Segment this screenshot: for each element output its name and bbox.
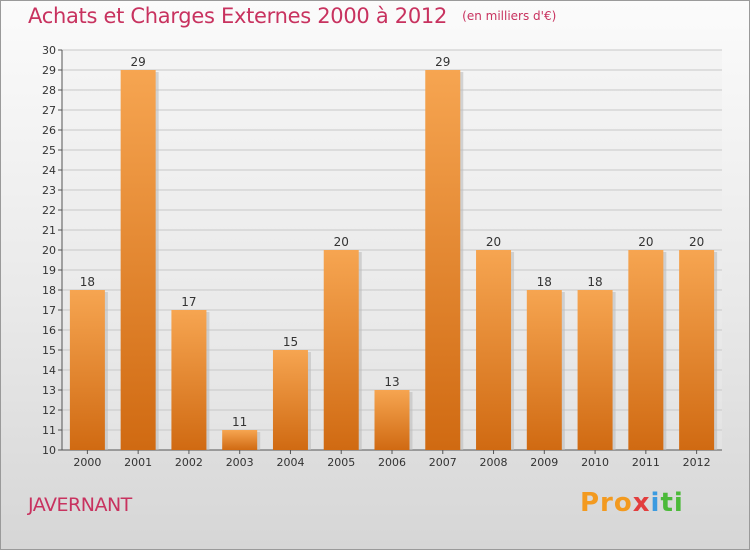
y-tick-label: 24 — [42, 164, 56, 177]
data-label-2002: 17 — [181, 295, 196, 309]
bar-2001 — [120, 70, 156, 450]
x-tick-label: 2001 — [124, 456, 152, 469]
x-tick-label: 2008 — [480, 456, 508, 469]
bar-2012 — [679, 250, 715, 450]
y-tick-label: 30 — [42, 44, 56, 57]
bar-2008 — [476, 250, 512, 450]
y-tick-label: 10 — [42, 444, 56, 457]
x-tick-label: 2009 — [530, 456, 558, 469]
x-tick-label: 2005 — [327, 456, 355, 469]
y-tick-label: 28 — [42, 84, 56, 97]
y-tick-label: 21 — [42, 224, 56, 237]
bar-2006 — [374, 390, 410, 450]
x-tick-label: 2000 — [73, 456, 101, 469]
y-tick-label: 13 — [42, 384, 56, 397]
y-tick-label: 12 — [42, 404, 56, 417]
y-tick-label: 26 — [42, 124, 56, 137]
y-tick-label: 15 — [42, 344, 56, 357]
y-tick-label: 22 — [42, 204, 56, 217]
data-label-2009: 18 — [537, 275, 552, 289]
bar-2011 — [628, 250, 664, 450]
y-tick-label: 14 — [42, 364, 56, 377]
y-tick-label: 25 — [42, 144, 56, 157]
bar-2010 — [577, 290, 613, 450]
data-label-2003: 11 — [232, 415, 247, 429]
chart-title-main: Achats et Charges Externes 2000 à 2012 — [28, 4, 448, 28]
data-label-2000: 18 — [80, 275, 95, 289]
x-tick-label: 2002 — [175, 456, 203, 469]
y-tick-label: 20 — [42, 244, 56, 257]
data-label-2001: 29 — [131, 55, 146, 69]
data-label-2007: 29 — [435, 55, 450, 69]
data-label-2004: 15 — [283, 335, 298, 349]
data-label-2005: 20 — [334, 235, 349, 249]
bar-2002 — [171, 310, 207, 450]
chart-title-unit: (en milliers d'€) — [462, 9, 557, 23]
y-tick-label: 27 — [42, 104, 56, 117]
x-tick-label: 2006 — [378, 456, 406, 469]
data-label-2012: 20 — [689, 235, 704, 249]
proxiti-logo[interactable]: Proxiti — [580, 488, 684, 518]
y-tick-label: 23 — [42, 184, 56, 197]
data-label-2011: 20 — [638, 235, 653, 249]
bar-2003 — [222, 430, 258, 450]
bar-2007 — [425, 70, 461, 450]
y-tick-label: 19 — [42, 264, 56, 277]
bar-2004 — [272, 350, 308, 450]
bar-2009 — [526, 290, 562, 450]
y-tick-label: 17 — [42, 304, 56, 317]
x-tick-label: 2003 — [226, 456, 254, 469]
data-label-2008: 20 — [486, 235, 501, 249]
y-tick-label: 29 — [42, 64, 56, 77]
commune-name: JAVERNANT — [28, 494, 132, 516]
data-label-2006: 13 — [384, 375, 399, 389]
bar-2000 — [69, 290, 105, 450]
bar-2005 — [323, 250, 359, 450]
x-tick-label: 2010 — [581, 456, 609, 469]
data-label-2010: 18 — [587, 275, 602, 289]
x-tick-label: 2004 — [276, 456, 304, 469]
y-tick-label: 11 — [42, 424, 56, 437]
x-tick-label: 2007 — [429, 456, 457, 469]
chart-title: Achats et Charges Externes 2000 à 2012 (… — [28, 4, 556, 28]
x-tick-label: 2012 — [683, 456, 711, 469]
x-tick-label: 2011 — [632, 456, 660, 469]
y-tick-label: 16 — [42, 324, 56, 337]
y-tick-label: 18 — [42, 284, 56, 297]
